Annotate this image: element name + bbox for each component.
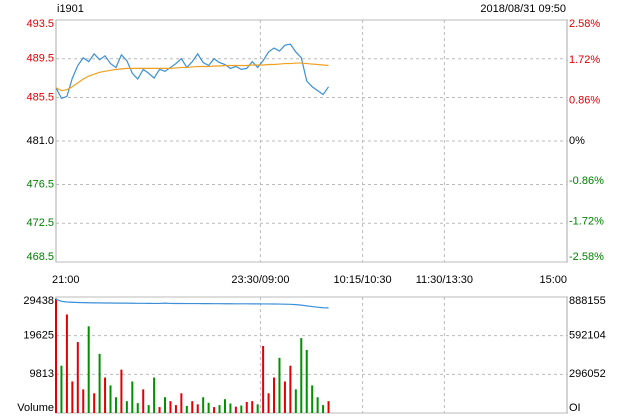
volume-bar	[202, 397, 205, 413]
y2-tick-label: -1.72%	[569, 216, 604, 228]
volume-bar	[256, 404, 259, 413]
volume-bar	[180, 393, 183, 413]
y2-tick-label: 2.58%	[569, 18, 600, 30]
series-line	[55, 298, 329, 309]
volume-bar	[223, 399, 226, 413]
volume-bar	[196, 404, 199, 413]
y-tick-label: 9813	[30, 368, 54, 380]
y-tick-label: 468.5	[26, 251, 54, 263]
volume-bar	[267, 393, 270, 413]
volume-bar	[251, 401, 254, 413]
volume-bar	[136, 403, 139, 413]
x-tick-label: 21:00	[52, 274, 80, 286]
y-tick-label: 493.5	[26, 18, 54, 30]
volume-bar	[191, 401, 194, 413]
volume-bar	[234, 406, 237, 413]
volume-bar	[185, 405, 188, 413]
y2-tick-label: 0.86%	[569, 95, 600, 107]
volume-bar	[322, 405, 325, 413]
series-line	[55, 62, 329, 92]
y-tick-label: 472.5	[26, 217, 54, 229]
volume-bar	[65, 314, 68, 413]
volume-bar	[98, 353, 101, 413]
volume-bar	[245, 401, 248, 413]
y-tick-label: 489.5	[26, 53, 54, 65]
y-tick-label: 19625	[23, 330, 54, 342]
series-line	[55, 43, 330, 100]
x-tick-label: 23:30/09:00	[231, 274, 289, 286]
volume-bar	[294, 389, 297, 413]
y2-tick-label: 592104	[569, 330, 606, 342]
volume-bar	[174, 405, 177, 413]
chart-subtitle: 2018/08/31 09:50	[480, 3, 566, 15]
volume-bar	[55, 298, 57, 413]
y-tick-label: 29438	[23, 295, 54, 307]
volume-bar	[213, 407, 216, 413]
volume-bar	[147, 405, 150, 413]
volume-bar	[311, 385, 314, 413]
y2-tick-label: -0.86%	[569, 175, 604, 187]
volume-bar	[218, 405, 221, 413]
y-tick-label: Volume	[17, 402, 54, 414]
volume-bar	[327, 401, 330, 413]
chart-title: i1901	[57, 3, 84, 15]
volume-bar	[164, 397, 167, 413]
y2-tick-label: 1.72%	[569, 54, 600, 66]
volume-bar	[104, 377, 107, 413]
volume-bar	[289, 365, 292, 413]
volume-bar	[229, 403, 232, 413]
volume-bar	[240, 405, 243, 413]
x-tick-label: 15:00	[539, 274, 567, 286]
volume-bar	[60, 365, 63, 413]
volume-bar	[93, 393, 96, 413]
volume-bar	[131, 381, 134, 413]
x-tick-label: 11:30/13:30	[416, 274, 473, 286]
y2-tick-label: -2.58%	[569, 251, 604, 263]
volume-bar	[87, 326, 90, 413]
y-tick-label: 485.5	[26, 91, 54, 103]
volume-bar	[109, 385, 112, 413]
volume-bar	[120, 369, 123, 413]
volume-bar	[153, 377, 156, 413]
volume-bar	[207, 402, 210, 413]
y2-tick-label: 888155	[569, 295, 606, 307]
volume-bar	[158, 407, 161, 413]
volume-bar	[305, 349, 308, 413]
volume-bar	[262, 346, 265, 413]
y2-tick-label: OI	[569, 402, 581, 414]
y2-tick-label: 0%	[569, 135, 585, 147]
volume-bar	[82, 389, 85, 413]
volume-bar	[278, 357, 281, 413]
volume-bar	[169, 401, 172, 413]
volume-bar	[283, 381, 286, 413]
volume-bar	[114, 397, 117, 413]
volume-bar	[273, 377, 276, 413]
volume-bar	[300, 338, 303, 413]
volume-bar	[71, 381, 74, 413]
x-tick-label: 10:15/10:30	[334, 274, 392, 286]
volume-bar	[316, 397, 319, 413]
volume-bar	[125, 401, 128, 413]
y-tick-label: 476.5	[26, 178, 54, 190]
y2-tick-label: 296052	[569, 368, 606, 380]
y-tick-label: 481.0	[26, 135, 54, 147]
volume-bar	[142, 389, 145, 413]
volume-bar	[76, 342, 79, 413]
